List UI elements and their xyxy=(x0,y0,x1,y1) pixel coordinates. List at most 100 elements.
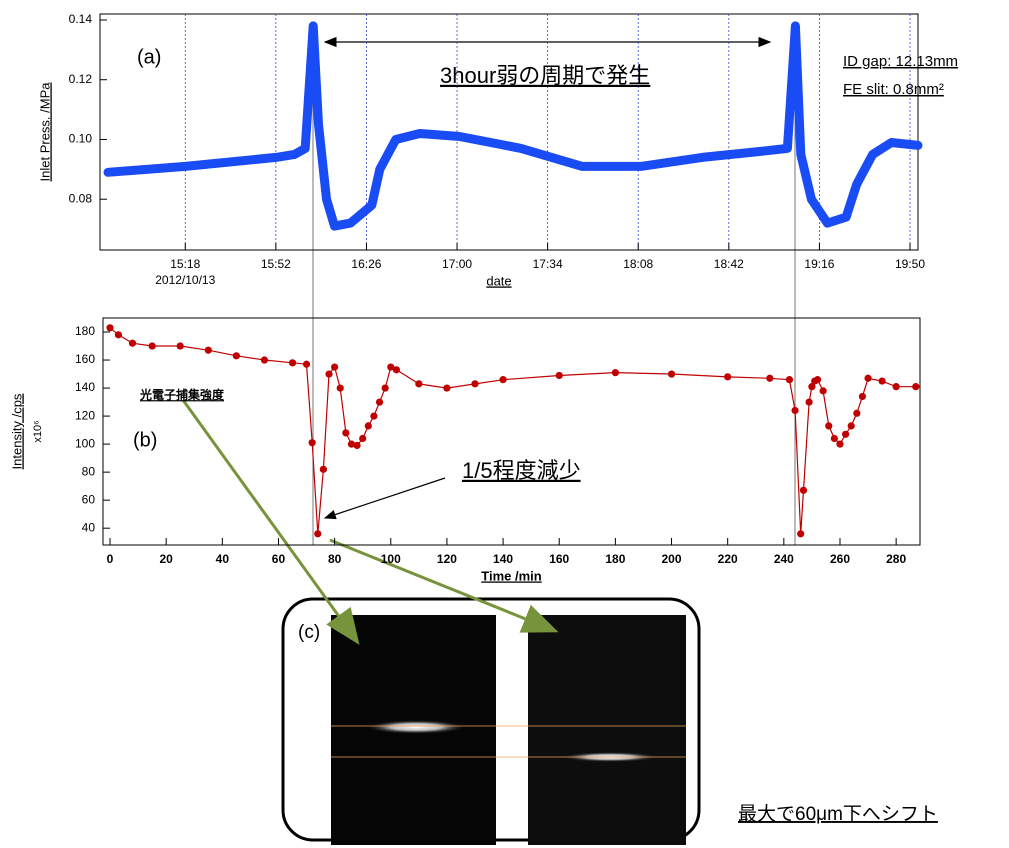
point xyxy=(365,422,372,429)
annotation: 3hour弱の周期で発生 xyxy=(440,63,650,88)
point xyxy=(106,324,113,331)
annotation: (a) xyxy=(137,46,161,68)
x-tick-label: 40 xyxy=(216,552,230,566)
y-tick-label: 40 xyxy=(82,520,96,534)
x-tick-label: 15:18 xyxy=(170,257,200,271)
point xyxy=(353,442,360,449)
point xyxy=(814,376,821,383)
panel-label: (c) xyxy=(298,622,320,643)
y-tick-label: 140 xyxy=(75,380,95,394)
point xyxy=(129,340,136,347)
y-axis-label: Intensity /cps xyxy=(9,393,24,469)
callout-arrow xyxy=(325,478,445,518)
point xyxy=(393,366,400,373)
point xyxy=(836,441,843,448)
y-tick-label: 0.12 xyxy=(69,72,93,86)
point xyxy=(261,356,268,363)
x-tick-label: 100 xyxy=(381,552,401,566)
x-tick-label: 240 xyxy=(774,552,794,566)
point xyxy=(443,384,450,391)
y-tick-label: 0.10 xyxy=(69,132,93,146)
x-axis-label: date xyxy=(486,273,511,288)
point xyxy=(820,387,827,394)
caption: 最大で60μm下へシフト xyxy=(738,803,938,825)
x-tick-label: 16:26 xyxy=(351,257,381,271)
point xyxy=(320,466,327,473)
point xyxy=(842,431,849,438)
point xyxy=(831,435,838,442)
point xyxy=(303,361,310,368)
point xyxy=(370,412,377,419)
y-axis-label: Inlet Press. /MPa xyxy=(37,82,52,182)
point xyxy=(342,429,349,436)
x-tick-label: 120 xyxy=(437,552,457,566)
point xyxy=(337,384,344,391)
point xyxy=(376,398,383,405)
x-tick-label: 200 xyxy=(662,552,682,566)
point xyxy=(471,380,478,387)
point xyxy=(893,383,900,390)
y-tick-label: 100 xyxy=(75,436,95,450)
point xyxy=(556,372,563,379)
point xyxy=(668,370,675,377)
y-tick-label: 0.14 xyxy=(69,12,93,26)
annotation: 光電子捕集強度 xyxy=(139,387,225,402)
point xyxy=(612,369,619,376)
point xyxy=(314,530,321,537)
x-tick-label: 17:00 xyxy=(442,257,472,271)
x-tick-label: 15:52 xyxy=(261,257,291,271)
annotation: FE slit: 0.8mm² xyxy=(843,81,944,98)
point xyxy=(848,422,855,429)
y-tick-label: 160 xyxy=(75,352,95,366)
point xyxy=(382,384,389,391)
point xyxy=(499,376,506,383)
figure: (c) 最大で60μm下へシフト 15:18 15:52 16:26 17:00 17:… xyxy=(0,0,1009,848)
point xyxy=(864,375,871,382)
point xyxy=(797,530,804,537)
y-tick-label: 80 xyxy=(82,464,96,478)
x-tick-label: 18:42 xyxy=(714,257,744,271)
point xyxy=(309,439,316,446)
x-tick-label: 19:16 xyxy=(804,257,834,271)
x-tick-label: 220 xyxy=(718,552,738,566)
x-tick-label: 17:34 xyxy=(533,257,563,271)
point xyxy=(359,435,366,442)
x-tick-label: 140 xyxy=(493,552,513,566)
image-after xyxy=(528,615,686,845)
x-tick-label: 80 xyxy=(328,552,342,566)
y-tick-label: 0.08 xyxy=(69,191,93,205)
point xyxy=(912,383,919,390)
point xyxy=(853,410,860,417)
point xyxy=(786,376,793,383)
x-tick-label: 19:50 xyxy=(895,257,925,271)
x-tick-label: 280 xyxy=(886,552,906,566)
point xyxy=(149,342,156,349)
point xyxy=(289,359,296,366)
x-tick-label: 180 xyxy=(605,552,625,566)
point xyxy=(115,331,122,338)
x-tick-label: 160 xyxy=(549,552,569,566)
x-tick-label: 18:08 xyxy=(623,257,653,271)
point xyxy=(415,380,422,387)
y-tick-label: 180 xyxy=(75,324,95,338)
annotation: (b) xyxy=(133,429,157,451)
point xyxy=(724,373,731,380)
point xyxy=(205,347,212,354)
plot-frame xyxy=(103,318,920,545)
point xyxy=(177,342,184,349)
point xyxy=(800,487,807,494)
x-axis-label: Time /min xyxy=(481,568,542,583)
point xyxy=(825,422,832,429)
x-tick-label: 60 xyxy=(272,552,286,566)
point xyxy=(878,377,885,384)
point xyxy=(859,393,866,400)
beam-spot xyxy=(366,720,466,734)
series-line xyxy=(108,26,918,226)
image-arrow xyxy=(183,400,356,640)
annotation: ID gap: 12.13mm xyxy=(843,53,958,70)
x-tick-label: 260 xyxy=(830,552,850,566)
point xyxy=(233,352,240,359)
point xyxy=(806,398,813,405)
point xyxy=(325,370,332,377)
x-tick-label: 20 xyxy=(159,552,173,566)
